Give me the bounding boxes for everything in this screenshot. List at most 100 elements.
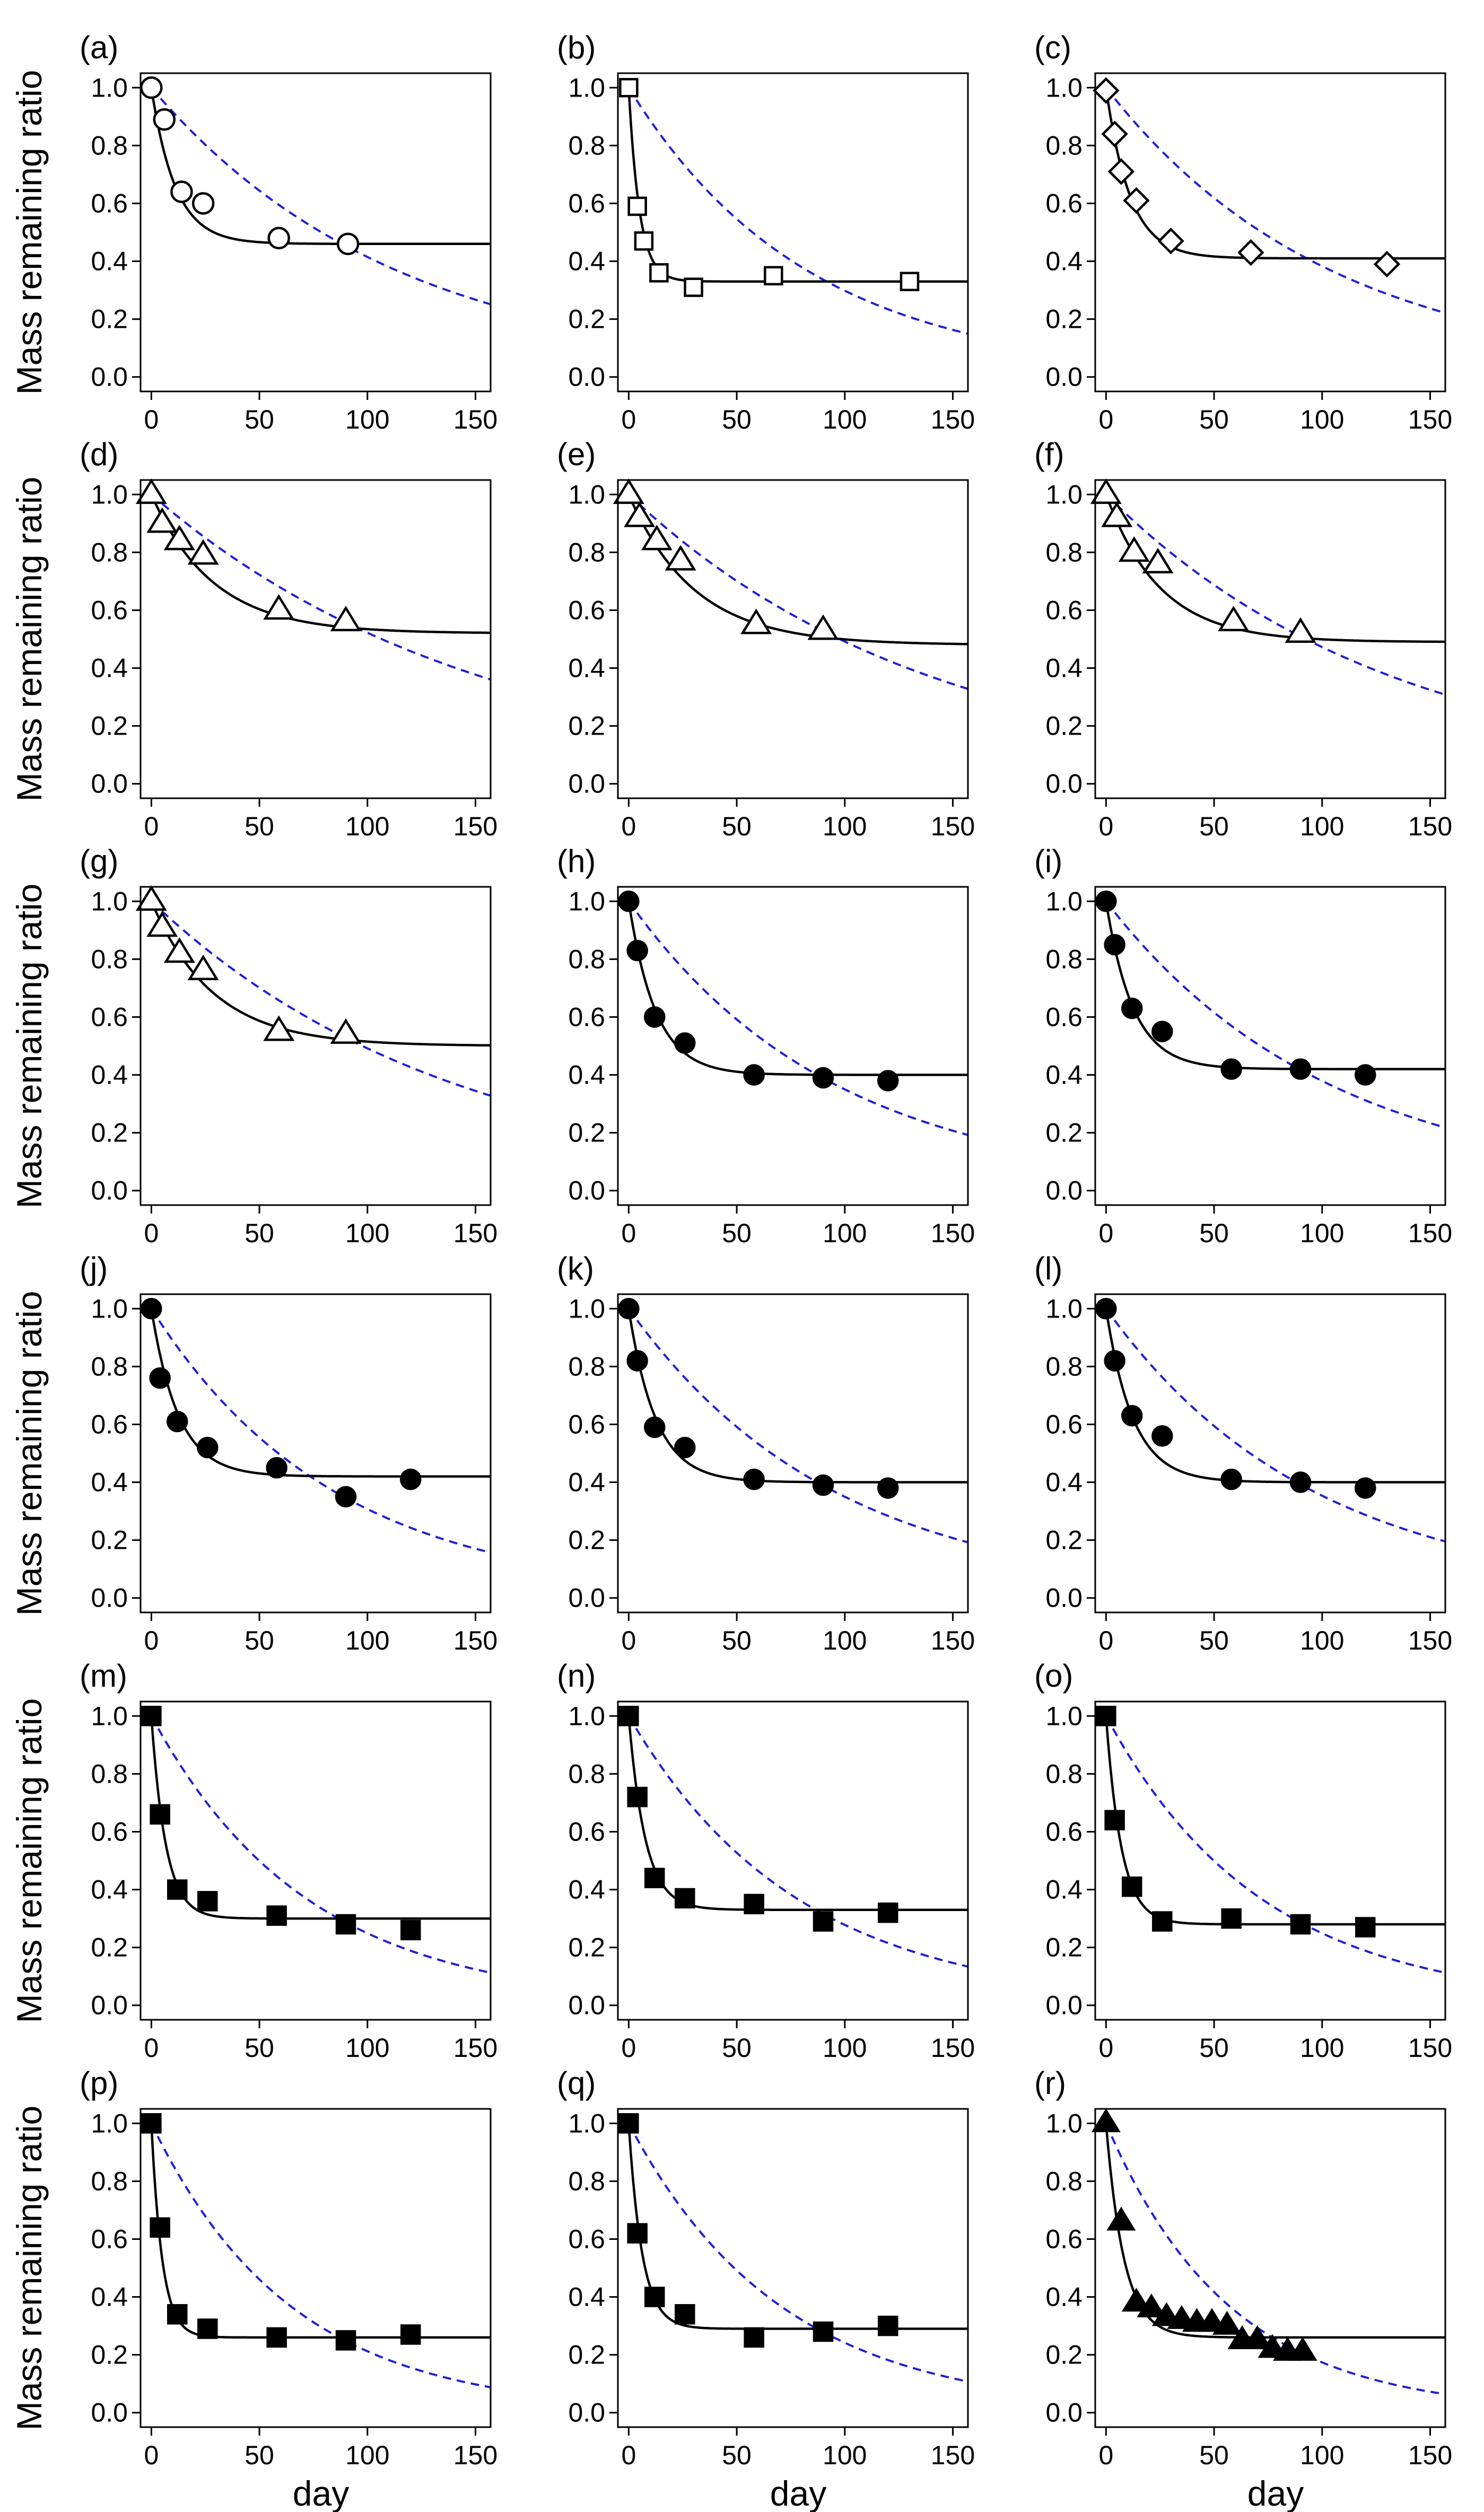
solid-fit-line <box>1105 1716 1445 1926</box>
dashed-fit-line <box>1105 87 1445 314</box>
y-tick-label: 0.2 <box>568 1933 605 1962</box>
y-axis-title: Mass remaining ratio <box>10 1698 49 2023</box>
y-tick-label: 0.6 <box>91 1409 128 1439</box>
data-point <box>1288 2336 1317 2361</box>
panel-p: 0.0 0.2 0.4 0.6 0.8 1.0 0 50 100 150 (p) Mass remai… <box>10 2065 497 2512</box>
y-tick-label: 0.2 <box>568 1525 605 1555</box>
y-tick-label: 1.0 <box>568 1701 605 1731</box>
panel-a: 0.0 0.2 0.4 0.6 0.8 1.0 0 50 100 150 (a) Mass remai… <box>10 30 497 434</box>
y-tick-label: 0.8 <box>568 537 605 567</box>
panel-label: (k) <box>557 1251 594 1286</box>
data-point <box>900 272 920 291</box>
dashed-fit-line <box>150 2123 491 2388</box>
y-tick-label: 0.6 <box>1045 2224 1083 2254</box>
panel-d: 0.0 0.2 0.4 0.6 0.8 1.0 0 50 100 150 (d) Mass remai… <box>10 437 497 841</box>
y-tick-label: 0.4 <box>568 653 605 683</box>
x-tick-label: 100 <box>345 1626 389 1655</box>
y-tick-label: 0.2 <box>91 2340 128 2370</box>
y-tick-label: 0.0 <box>568 2398 605 2428</box>
data-point <box>267 226 290 250</box>
data-point <box>150 2217 170 2238</box>
x-tick-label: 100 <box>1300 1218 1344 1248</box>
x-tick-label: 50 <box>722 405 752 434</box>
dashed-fit-line <box>151 493 491 681</box>
data-point <box>167 2304 188 2325</box>
y-tick-label: 0.6 <box>91 1817 128 1846</box>
data-point <box>191 192 215 215</box>
solid-fit-line <box>1105 1308 1445 1484</box>
solid-fit-line <box>627 1716 968 1911</box>
y-tick-label: 0.2 <box>568 2340 605 2370</box>
y-tick-label: 0.0 <box>1045 1991 1083 2020</box>
data-point <box>150 1804 170 1825</box>
x-tick-label: 50 <box>722 2033 752 2063</box>
data-point <box>187 539 219 565</box>
data-point <box>1142 547 1174 574</box>
panel-r: 0.0 0.2 0.4 0.6 0.8 1.0 0 50 100 150 (r) day <box>1034 2065 1452 2512</box>
y-tick-label: 0.8 <box>1045 944 1083 974</box>
data-point <box>878 1902 898 1923</box>
panel-label: (p) <box>80 2065 118 2101</box>
data-point <box>618 891 640 912</box>
y-tick-label: 0.2 <box>91 1933 128 1962</box>
x-tick-label: 0 <box>621 1626 636 1655</box>
data-point <box>197 1891 218 1912</box>
y-tick-label: 0.4 <box>568 1875 605 1905</box>
panel-label: (l) <box>1034 1251 1062 1286</box>
y-tick-label: 0.6 <box>1045 188 1083 218</box>
x-tick-label: 0 <box>1098 1626 1113 1655</box>
data-point <box>187 954 219 981</box>
data-point <box>141 1298 162 1320</box>
y-tick-label: 1.0 <box>1045 1294 1083 1323</box>
y-tick-label: 0.2 <box>1045 711 1083 741</box>
plot-frame <box>617 479 969 799</box>
y-tick-label: 0.6 <box>1045 595 1083 625</box>
data-point <box>1095 1298 1117 1320</box>
data-point <box>140 76 163 99</box>
plot-frame <box>617 1293 969 1613</box>
y-tick-label: 0.6 <box>568 2224 605 2254</box>
data-point <box>1289 1058 1312 1080</box>
y-tick-label: 0.4 <box>568 1060 605 1090</box>
y-tick-label: 1.0 <box>91 479 128 509</box>
data-point <box>1104 1810 1125 1830</box>
x-tick-label: 150 <box>453 405 497 434</box>
x-tick-label: 100 <box>1300 1626 1344 1655</box>
data-point <box>618 1706 639 1726</box>
y-tick-label: 0.6 <box>568 1817 605 1846</box>
data-point <box>807 614 839 640</box>
data-point <box>1355 1477 1376 1499</box>
y-tick-label: 1.0 <box>1045 73 1083 102</box>
plot-frame <box>1094 886 1446 1206</box>
plot-frame <box>139 1700 492 2021</box>
x-tick-label: 0 <box>621 405 636 434</box>
data-point <box>1221 1908 1242 1929</box>
x-tick-label: 0 <box>621 2440 636 2470</box>
solid-fit-line <box>627 2123 968 2330</box>
data-point <box>167 1879 188 1900</box>
x-tick-label: 150 <box>1408 812 1452 841</box>
y-tick-label: 0.4 <box>91 1060 128 1090</box>
y-tick-label: 0.8 <box>91 1759 128 1789</box>
data-point <box>1107 158 1135 185</box>
solid-fit-line <box>1105 494 1445 643</box>
x-tick-label: 0 <box>144 1626 159 1655</box>
y-tick-label: 0.8 <box>1045 537 1083 567</box>
x-axis-title: day <box>1247 2474 1304 2512</box>
panel-e: 0.0 0.2 0.4 0.6 0.8 1.0 0 50 100 150 (e) <box>557 437 975 841</box>
y-tick-label: 0.6 <box>568 1002 605 1032</box>
x-tick-label: 100 <box>823 405 867 434</box>
data-point <box>618 1298 640 1320</box>
data-point <box>1212 2310 1242 2335</box>
data-point <box>170 180 193 203</box>
y-tick-label: 0.4 <box>91 2282 128 2312</box>
data-point <box>813 1911 834 1932</box>
panel-m: 0.0 0.2 0.4 0.6 0.8 1.0 0 50 100 150 (m) Mass remai… <box>10 1658 497 2063</box>
data-point <box>1121 2288 1151 2312</box>
x-tick-label: 150 <box>931 2033 975 2063</box>
x-tick-label: 50 <box>1199 405 1229 434</box>
data-point <box>1157 228 1184 255</box>
data-point <box>1095 891 1117 912</box>
data-point <box>400 2324 421 2345</box>
x-tick-label: 150 <box>931 1218 975 1248</box>
